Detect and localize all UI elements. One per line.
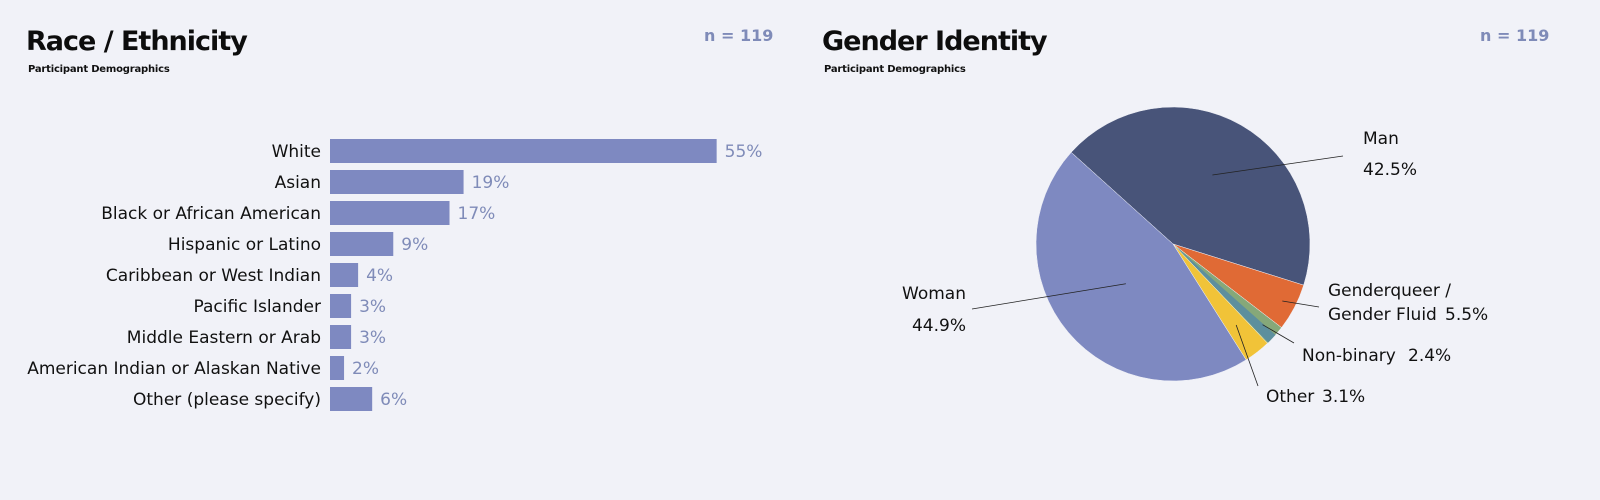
bar-pacific-islander <box>330 294 352 318</box>
race-chart-subtitle: Participant Demographics <box>28 64 170 75</box>
pie-slice-non-binary-accent <box>1173 244 1276 343</box>
slice-value-woman: 44.9% <box>912 316 966 336</box>
category-label-american-indian-or-alaskan-native: American Indian or Alaskan Native <box>27 359 321 379</box>
slice-label-non-binary: Non-binary <box>1302 346 1396 366</box>
pie-slice-man <box>1070 106 1311 286</box>
category-label-asian: Asian <box>275 173 321 193</box>
slice-value-other: 3.1% <box>1322 387 1365 407</box>
slice-value-genderqueer: 5.5% <box>1445 305 1488 325</box>
category-label-other-please-specify: Other (please specify) <box>133 390 321 410</box>
bar-american-indian-or-alaskan-native <box>330 356 345 380</box>
category-label-caribbean-or-west-indian: Caribbean or West Indian <box>106 266 321 286</box>
leader-line-other <box>1235 324 1259 387</box>
slice-label-genderqueer-line-2: Gender Fluid <box>1328 305 1437 325</box>
value-label-pacific-islander: 3% <box>359 297 386 317</box>
value-label-white: 55% <box>725 142 763 162</box>
race-sample-size: n = 119 <box>704 26 774 45</box>
race-chart-title: Race / Ethnicity <box>26 26 248 57</box>
bar-asian <box>330 170 464 194</box>
gender-sample-size: n = 119 <box>1480 26 1550 45</box>
leader-line-genderqueer <box>1282 300 1320 308</box>
bar-black-or-african-american <box>330 201 450 225</box>
category-label-hispanic-or-latino: Hispanic or Latino <box>168 235 321 255</box>
value-label-american-indian-or-alaskan-native: 2% <box>352 359 379 379</box>
slice-label-other: Other <box>1266 387 1314 407</box>
race-bar-chart: White 55% Asian 19% Black or African America… <box>27 139 763 411</box>
bar-other-please-specify <box>330 387 373 411</box>
value-label-black-or-african-american: 17% <box>458 204 496 224</box>
slice-label-genderqueer-line-1: Genderqueer / <box>1328 281 1451 301</box>
leader-line-non-binary <box>1262 324 1295 344</box>
category-label-black-or-african-american: Black or African American <box>101 204 321 224</box>
bar-caribbean-or-west-indian <box>330 263 359 287</box>
gender-chart-title: Gender Identity <box>822 26 1048 57</box>
value-label-middle-eastern-or-arab: 3% <box>359 328 386 348</box>
slice-value-non-binary: 2.4% <box>1408 346 1451 366</box>
bar-middle-eastern-or-arab <box>330 325 352 349</box>
pie-slice-woman <box>1035 151 1247 382</box>
slice-label-man: Man <box>1363 129 1399 149</box>
category-label-middle-eastern-or-arab: Middle Eastern or Arab <box>127 328 321 348</box>
value-label-hispanic-or-latino: 9% <box>401 235 428 255</box>
slice-label-woman: Woman <box>902 284 966 304</box>
bar-white <box>330 139 717 163</box>
gender-identity-panel: Gender Identity Participant Demographics… <box>800 0 1600 500</box>
gender-pie-chart: Man 42.5% Genderqueer / Gender Fluid 5.5% Non… <box>902 106 1488 407</box>
bar-hispanic-or-latino <box>330 232 394 256</box>
value-label-asian: 19% <box>472 173 510 193</box>
gender-chart-subtitle: Participant Demographics <box>824 64 966 75</box>
leader-line-man <box>1212 155 1344 176</box>
category-label-pacific-islander: Pacific Islander <box>194 297 321 317</box>
leader-line-woman <box>971 283 1126 310</box>
race-ethnicity-panel: Race / Ethnicity Participant Demographic… <box>0 0 790 500</box>
value-label-other-please-specify: 6% <box>380 390 407 410</box>
value-label-caribbean-or-west-indian: 4% <box>366 266 393 286</box>
slice-value-man: 42.5% <box>1363 160 1417 180</box>
category-label-white: White <box>272 142 321 162</box>
